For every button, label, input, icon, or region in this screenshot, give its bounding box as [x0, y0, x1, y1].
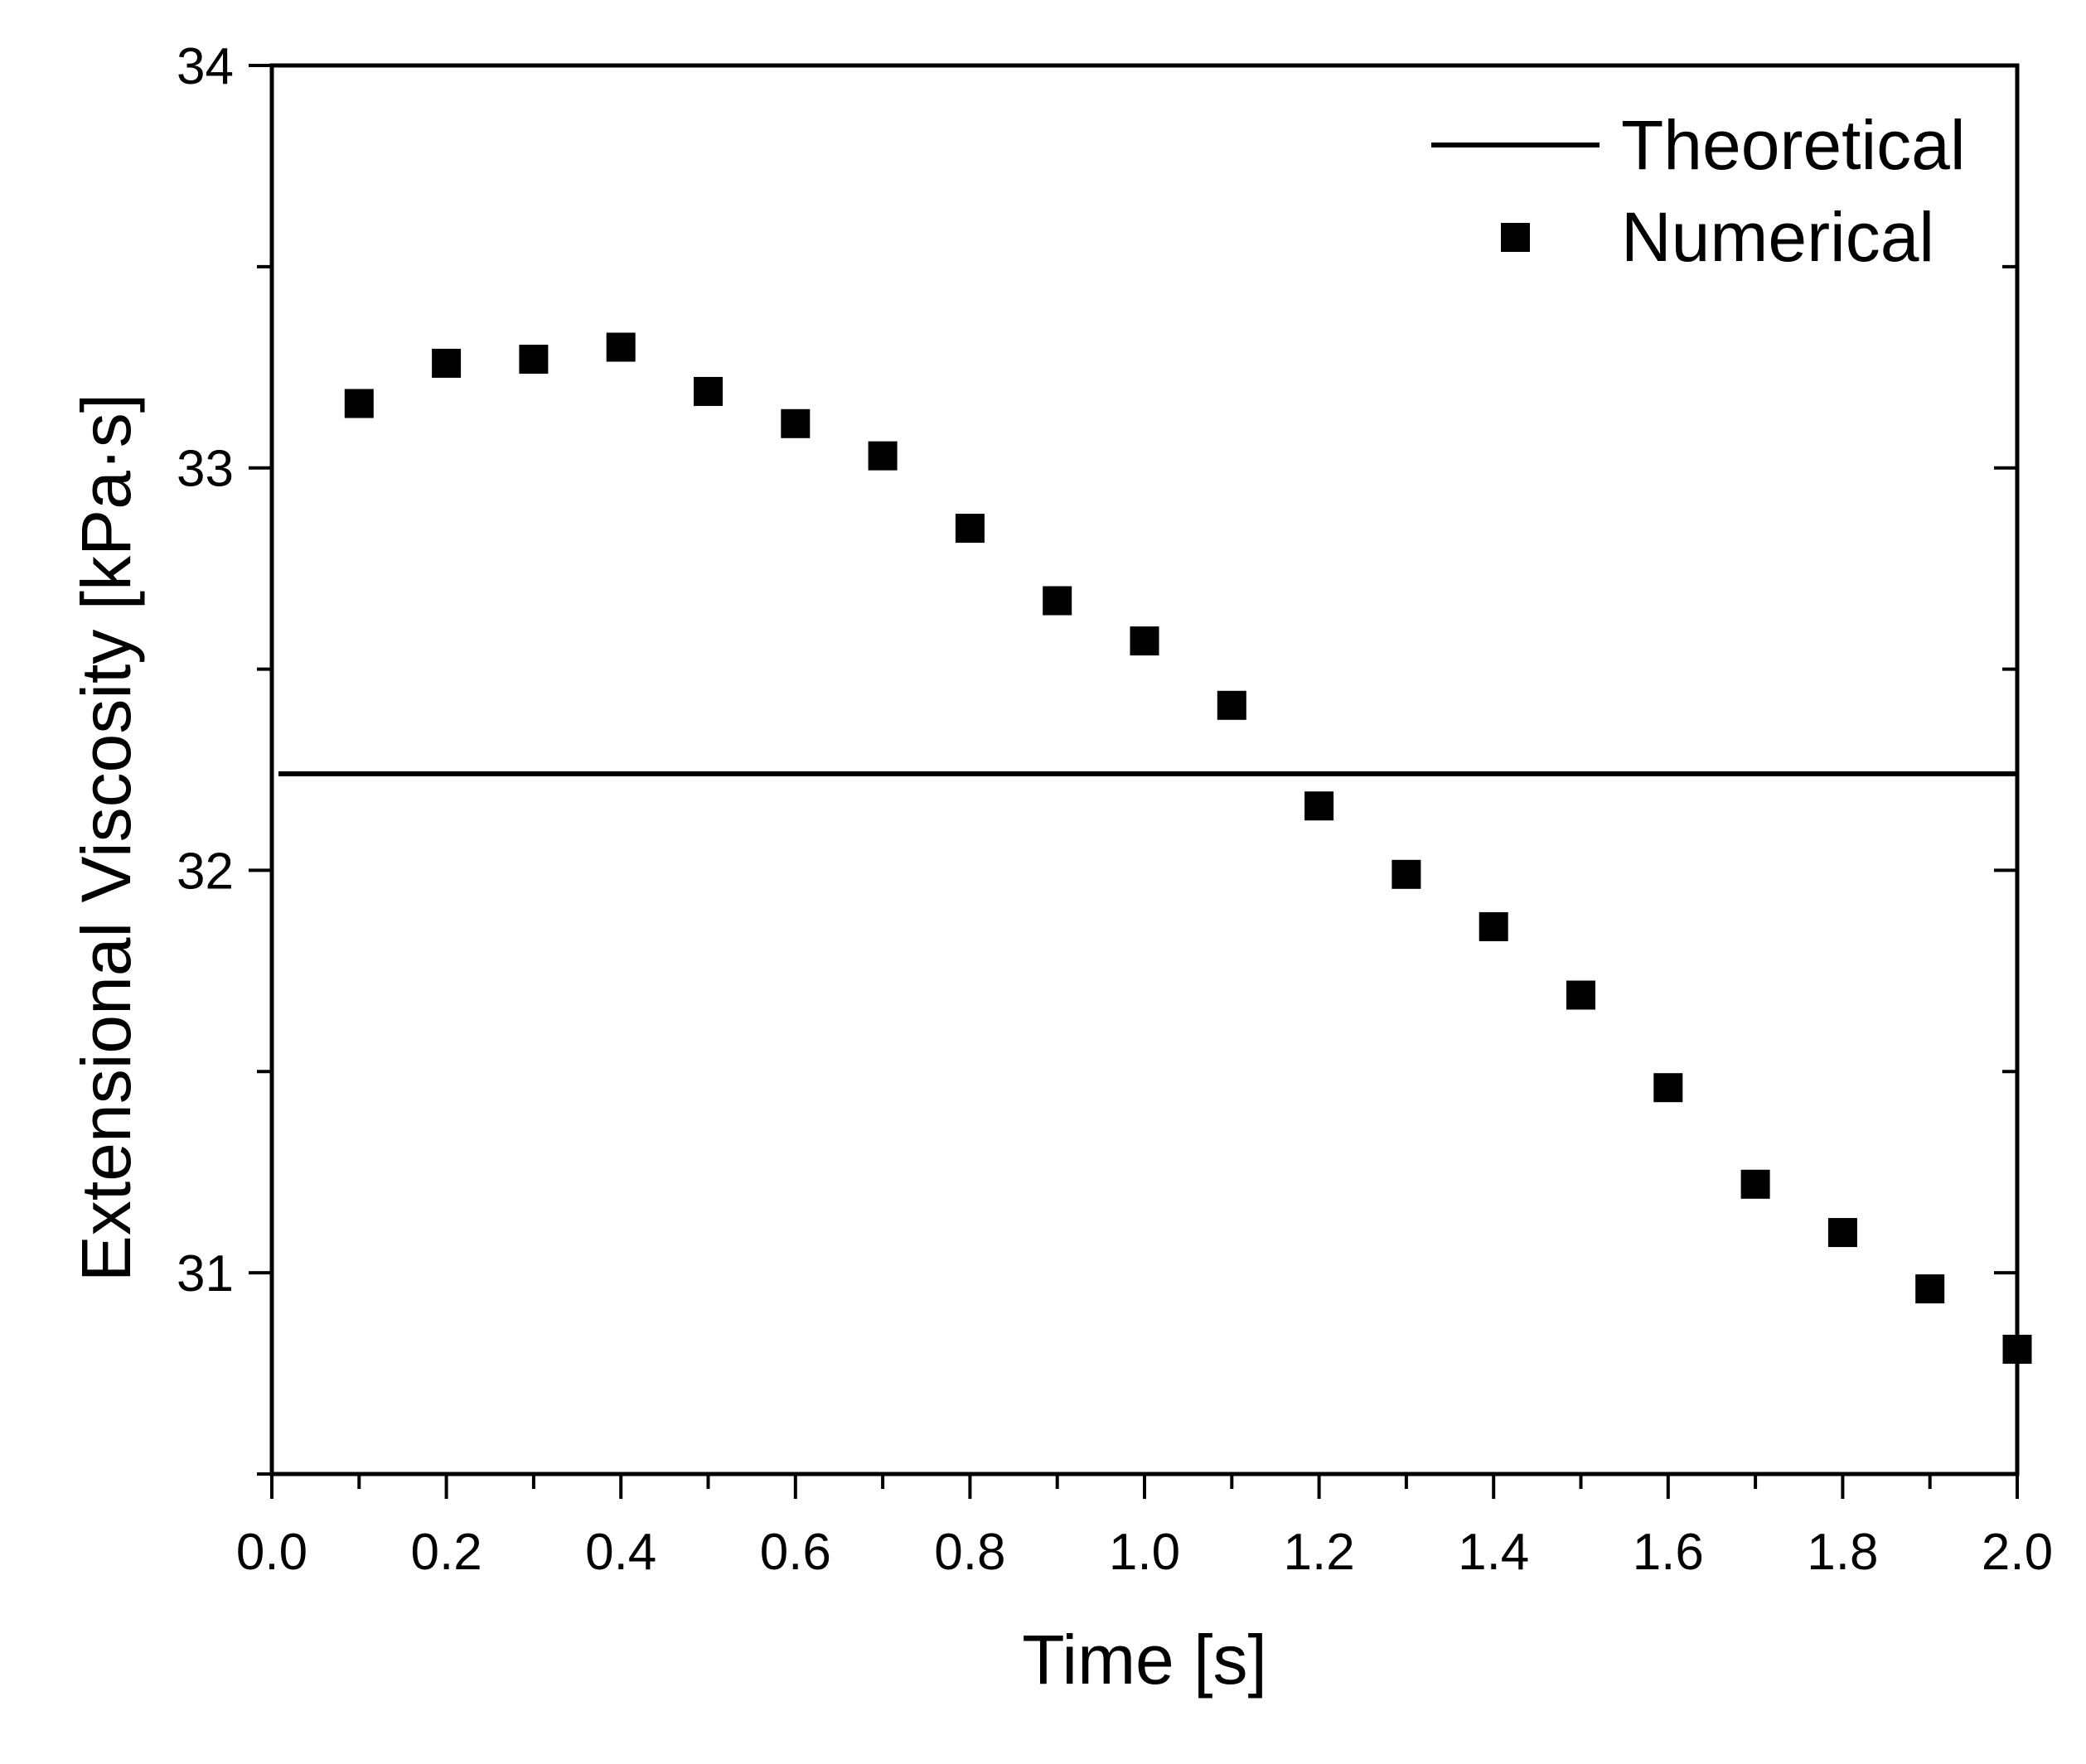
- numerical-point: [1043, 586, 1072, 616]
- x-tick-label: 1.8: [1807, 1524, 1878, 1581]
- legend-label-theoretical: Theoretical: [1621, 106, 1966, 184]
- numerical-point: [694, 376, 723, 406]
- numerical-point: [1130, 626, 1159, 656]
- numerical-point: [519, 345, 549, 375]
- legend-label-numerical: Numerical: [1621, 198, 1934, 276]
- x-tick-label: 1.4: [1458, 1524, 1529, 1581]
- y-tick-label: 32: [177, 843, 234, 900]
- y-axis-ticks: 31 32 33 34: [177, 38, 2017, 1476]
- numerical-point: [1740, 1169, 1770, 1199]
- legend: Theoretical Numerical: [1431, 106, 1966, 276]
- numerical-point: [1304, 791, 1334, 821]
- plot-markers: [344, 332, 2032, 1364]
- numerical-point: [868, 441, 898, 471]
- x-tick-label: 2.0: [1982, 1524, 2053, 1581]
- numerical-point: [1391, 859, 1421, 889]
- numerical-point: [781, 408, 811, 438]
- legend-marker-swatch: [1501, 223, 1530, 252]
- y-tick-label: 31: [177, 1245, 234, 1302]
- x-axis-ticks: 0.0 0.2 0.4 0.6 0.8 1.0 1.2 1.4 1.6 1.8 2.0: [236, 1474, 2053, 1581]
- x-tick-label: 0.4: [585, 1524, 656, 1581]
- y-tick-label: 34: [177, 38, 234, 95]
- numerical-point: [955, 514, 985, 544]
- x-tick-label: 0.8: [934, 1524, 1005, 1581]
- numerical-point: [1915, 1274, 1945, 1304]
- x-tick-label: 0.2: [410, 1524, 482, 1581]
- numerical-point: [1479, 911, 1508, 941]
- x-tick-label: 1.0: [1109, 1524, 1180, 1581]
- x-tick-label: 1.2: [1283, 1524, 1354, 1581]
- y-tick-label: 33: [177, 441, 234, 498]
- numerical-point: [606, 332, 636, 362]
- numerical-point: [432, 348, 462, 378]
- x-tick-label: 0.6: [760, 1524, 831, 1581]
- numerical-point: [344, 389, 374, 418]
- numerical-point: [1217, 690, 1246, 720]
- x-axis-title: Time [s]: [1022, 1621, 1267, 1699]
- x-tick-label: 1.6: [1633, 1524, 1704, 1581]
- numerical-point: [1566, 980, 1595, 1010]
- numerical-point: [1827, 1218, 1857, 1248]
- numerical-point: [1653, 1073, 1683, 1103]
- x-tick-label: 0.0: [236, 1524, 307, 1581]
- y-axis-title: Extensional Viscosity [kPa·s]: [67, 394, 145, 1282]
